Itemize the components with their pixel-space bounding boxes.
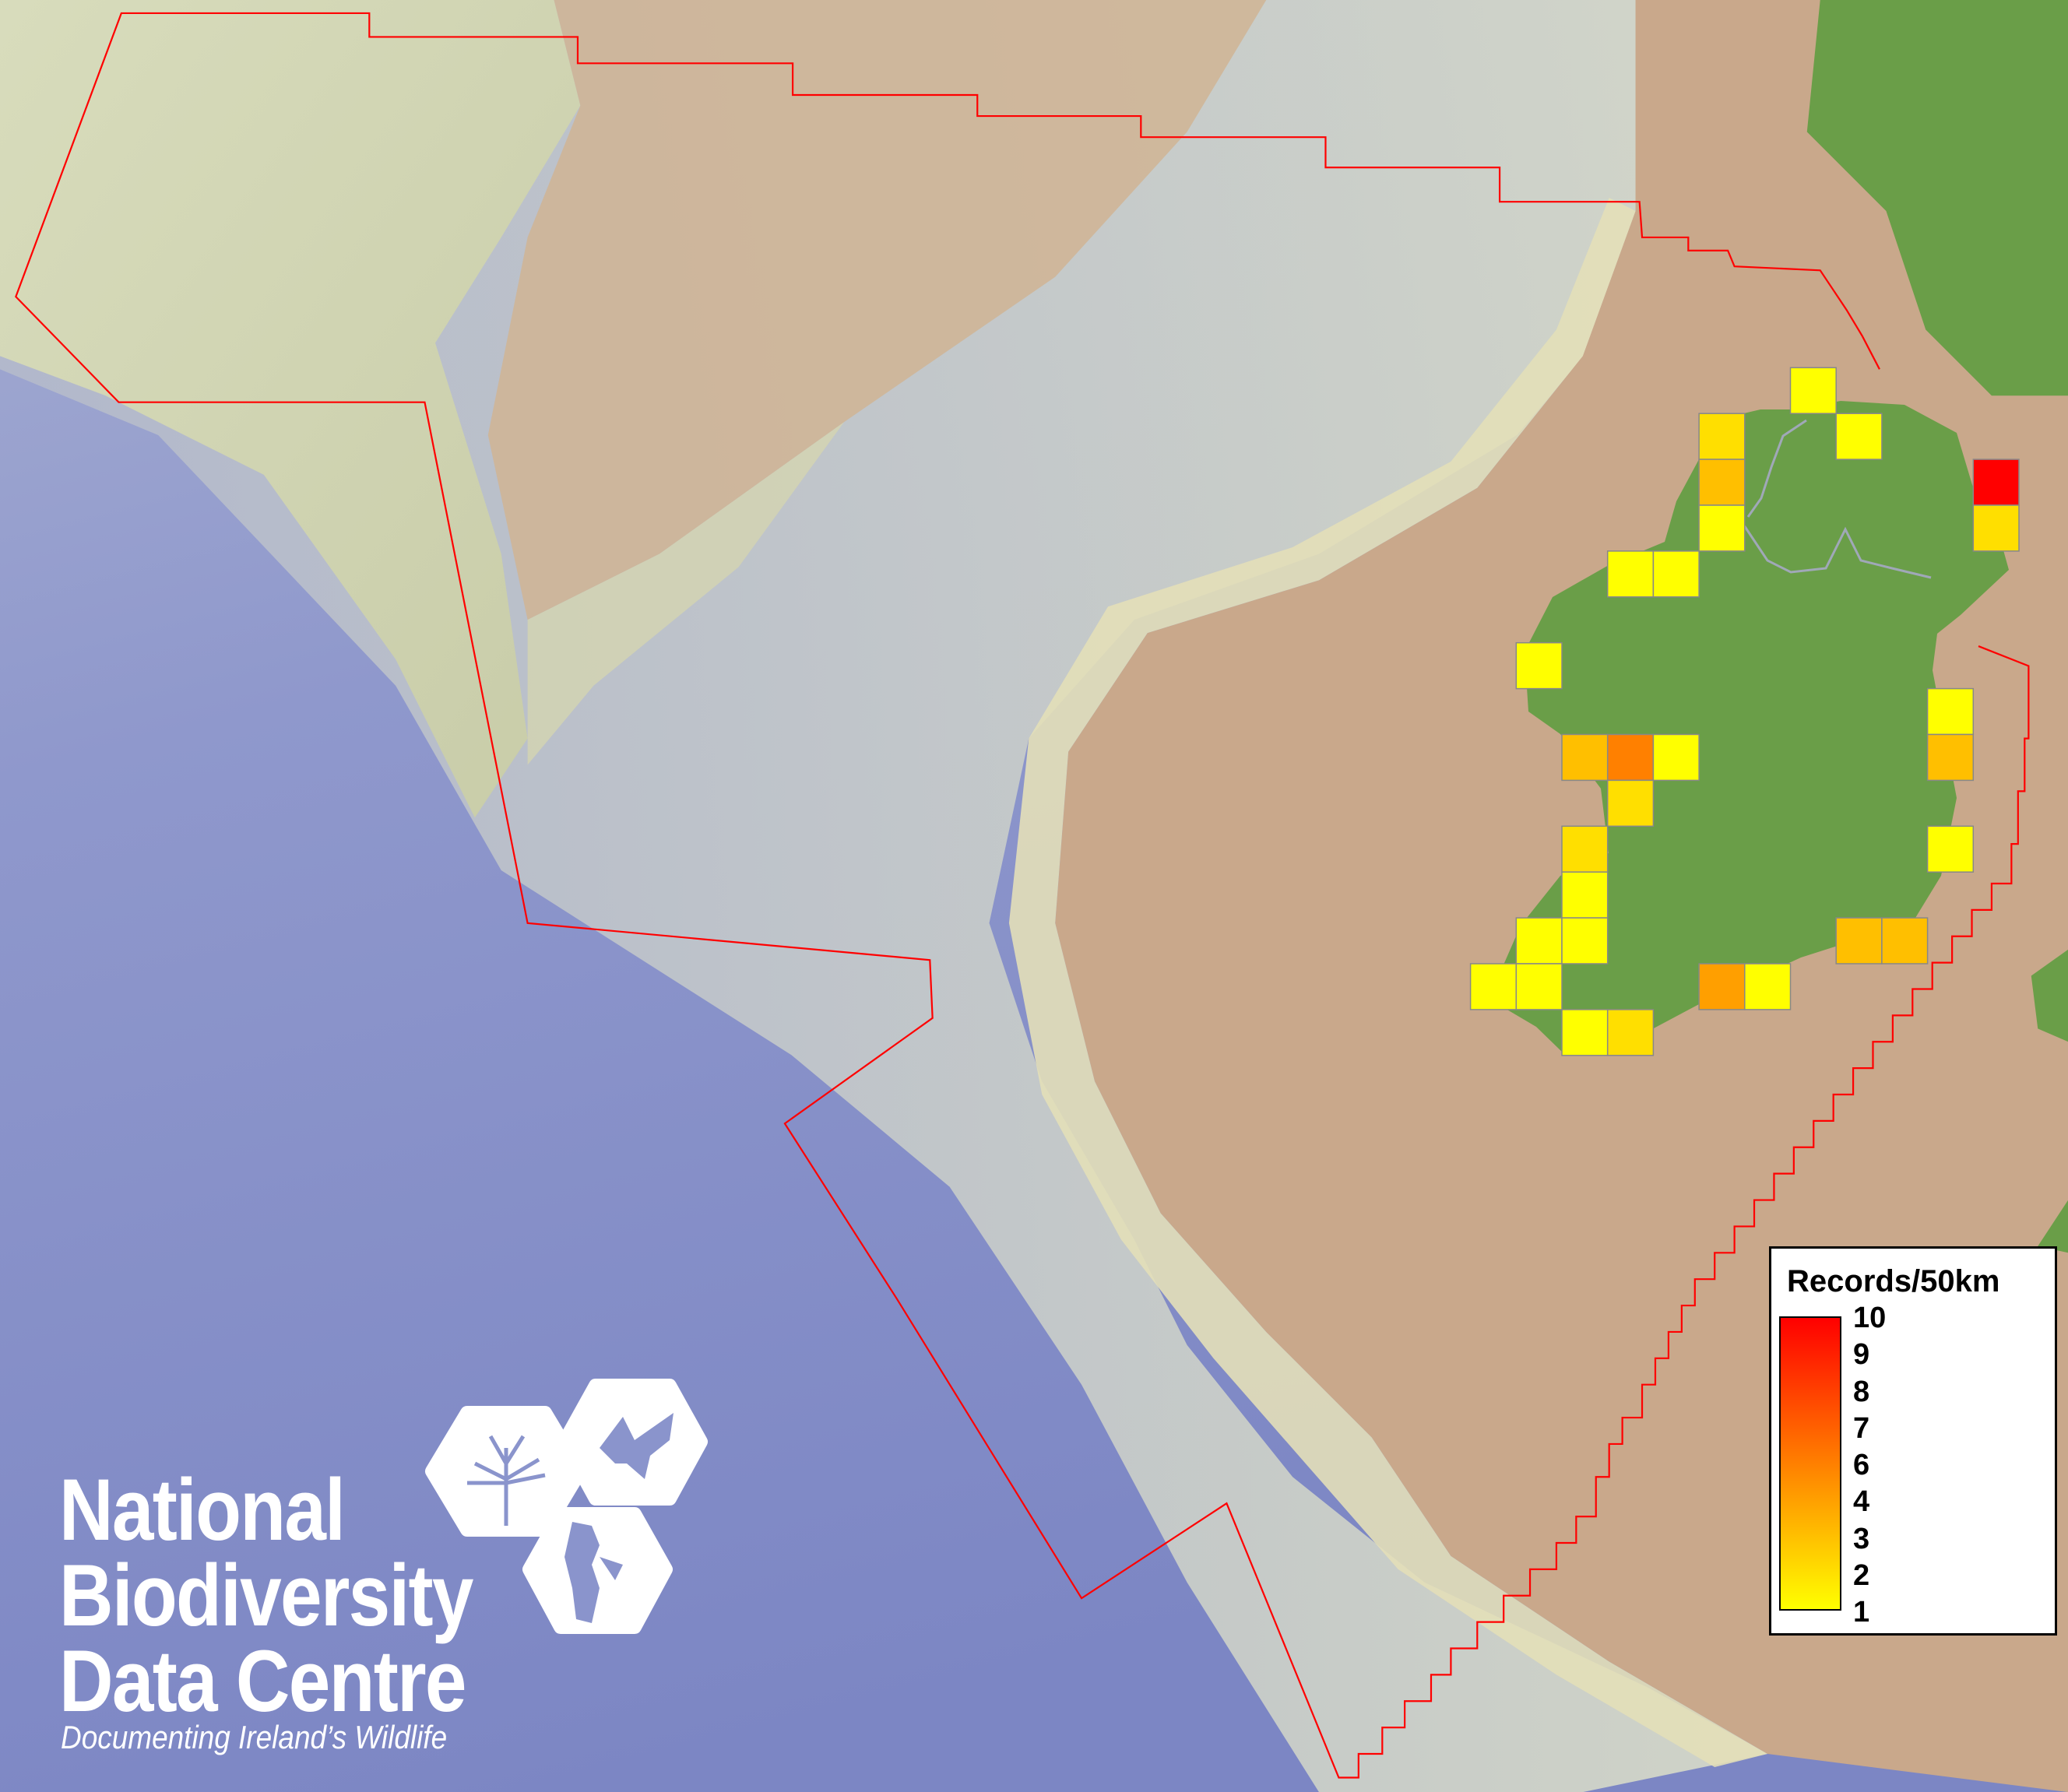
cornwall-land — [2038, 1200, 2068, 1253]
record-grid-cell — [1835, 413, 1883, 460]
colorbar-tick-label: 3 — [1853, 1522, 1870, 1555]
legend-title: Records/50km — [1787, 1264, 2000, 1298]
record-grid-cell — [1561, 1009, 1609, 1056]
irish-designated-area-boundary — [15, 12, 2030, 1779]
butterfly-icon — [600, 1413, 674, 1479]
record-grid-cell — [1561, 825, 1609, 873]
colorbar-tick-label: 9 — [1853, 1338, 1870, 1372]
record-grid-cell — [1515, 917, 1563, 965]
porcupine-bank-edge — [527, 422, 845, 765]
border-line — [1743, 525, 1932, 579]
colorbar — [1779, 1316, 1841, 1611]
record-grid-cell — [1698, 459, 1746, 506]
record-grid-cell — [1606, 733, 1655, 782]
record-grid-cell — [1926, 687, 1975, 736]
logo-tagline: Documenting Ireland’s Wildlife — [61, 1719, 448, 1755]
record-grid-cell — [1561, 733, 1609, 782]
colorbar-tick-label: 10 — [1853, 1302, 1887, 1334]
seahorse-icon — [564, 1522, 623, 1623]
record-grid-cell — [1606, 550, 1655, 598]
scotland-land — [1806, 0, 2068, 396]
record-grid-cell — [1606, 779, 1655, 827]
logo-text-national: National — [59, 1461, 346, 1558]
record-grid-cell — [1789, 367, 1837, 414]
hexagon-seahorse — [522, 1507, 673, 1634]
shelf-edge-highlight — [1008, 198, 1767, 1767]
record-grid-cell — [1698, 413, 1746, 460]
porcupine-bank — [487, 0, 1267, 620]
colorbar-tick-label: 4 — [1853, 1485, 1870, 1519]
record-grid-cell — [1561, 917, 1609, 965]
record-grid-cell — [1652, 550, 1700, 598]
record-grid-cell — [1606, 1009, 1655, 1056]
record-grid-cell — [1561, 871, 1609, 919]
logo-emblem — [425, 1379, 708, 1634]
record-grid-cell — [1926, 825, 1975, 873]
record-grid-cell — [1515, 641, 1563, 690]
logo-text-data-centre: Data Centre — [59, 1632, 466, 1730]
record-grid-cell — [1972, 459, 2020, 506]
colorbar-tick-label: 6 — [1853, 1449, 1870, 1481]
record-grid-cell — [1744, 963, 1792, 1010]
record-grid-cell — [1469, 963, 1518, 1010]
tree-icon — [467, 1435, 546, 1526]
colorbar-tick-label: 2 — [1853, 1558, 1870, 1592]
boundary-line — [15, 12, 2030, 1779]
colorbar-tick-label: 8 — [1853, 1375, 1870, 1408]
record-grid-cell — [1698, 504, 1746, 552]
colorbar-tick-label: 1 — [1853, 1596, 1870, 1629]
record-grid-cell — [1835, 917, 1883, 965]
legend: Records/50km 10 9 8 7 6 4 3 2 1 — [1769, 1246, 2057, 1636]
colorbar-tick-label: 7 — [1853, 1411, 1870, 1445]
record-grid-cell — [1926, 733, 1975, 782]
record-grid-cell — [1698, 963, 1746, 1010]
record-grid-cell — [1881, 917, 1929, 965]
wales-land — [2031, 949, 2068, 1042]
logo-text-biodiversity: Biodiversity — [59, 1547, 473, 1644]
record-grid-cell — [1515, 963, 1563, 1010]
record-grid-cell — [1652, 733, 1700, 782]
border-line — [1746, 419, 1807, 518]
record-grid-cell — [1972, 504, 2020, 552]
rockall-plateau — [0, 0, 581, 818]
records-grid — [1469, 367, 2020, 1056]
